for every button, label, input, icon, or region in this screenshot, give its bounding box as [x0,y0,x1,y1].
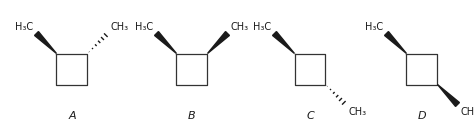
Polygon shape [438,84,459,106]
Text: CH₃: CH₃ [110,21,128,31]
Text: H₃C: H₃C [15,21,34,31]
Text: CH₃: CH₃ [461,107,474,116]
Text: CH₃: CH₃ [348,107,366,116]
Text: H₃C: H₃C [136,21,154,31]
Text: H₃C: H₃C [365,21,383,31]
Polygon shape [208,31,229,53]
Text: C: C [306,111,314,121]
Polygon shape [273,31,294,53]
Text: CH₃: CH₃ [230,21,249,31]
Text: A: A [68,111,76,121]
Polygon shape [35,31,56,53]
Text: H₃C: H₃C [254,21,272,31]
Polygon shape [155,31,176,53]
Text: D: D [418,111,426,121]
Polygon shape [384,31,407,53]
Text: B: B [188,111,196,121]
